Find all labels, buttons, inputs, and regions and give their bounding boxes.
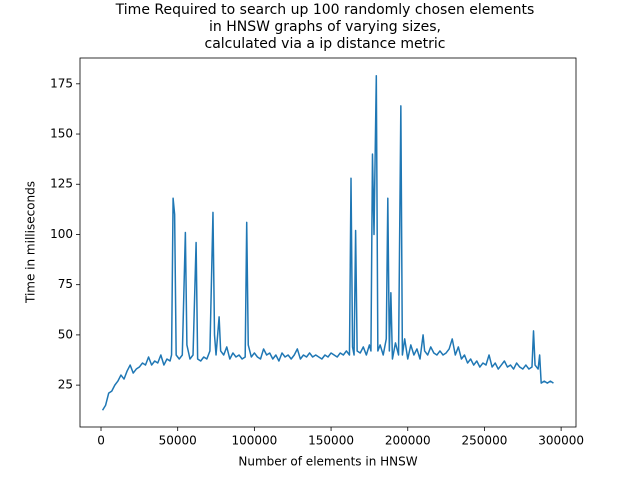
x-tick-label: 150000 <box>308 434 354 448</box>
plot-frame <box>79 57 577 428</box>
chart-title: in HNSW graphs of varying sizes, <box>209 19 441 35</box>
x-tick-label: 300000 <box>538 434 584 448</box>
y-tick-label: 25 <box>58 378 73 392</box>
x-axis-label: Number of elements in HNSW <box>238 455 417 469</box>
x-tick-label: 200000 <box>385 434 431 448</box>
y-tick-label: 125 <box>50 177 73 191</box>
y-tick-label: 100 <box>50 227 73 241</box>
x-tick-label: 50000 <box>159 434 197 448</box>
y-axis-label: Time in milliseconds <box>24 181 38 304</box>
y-tick-label: 150 <box>50 127 73 141</box>
y-tick-label: 50 <box>58 327 73 341</box>
chart-title: calculated via a ip distance metric <box>205 36 446 52</box>
y-tick-label: 75 <box>58 277 73 291</box>
data-line <box>101 75 554 411</box>
x-tick-label: 100000 <box>231 434 277 448</box>
x-tick-label: 250000 <box>462 434 508 448</box>
x-tick-label: 0 <box>97 434 105 448</box>
y-tick-label: 175 <box>50 76 73 90</box>
chart-title: Time Required to search up 100 randomly … <box>115 2 535 18</box>
